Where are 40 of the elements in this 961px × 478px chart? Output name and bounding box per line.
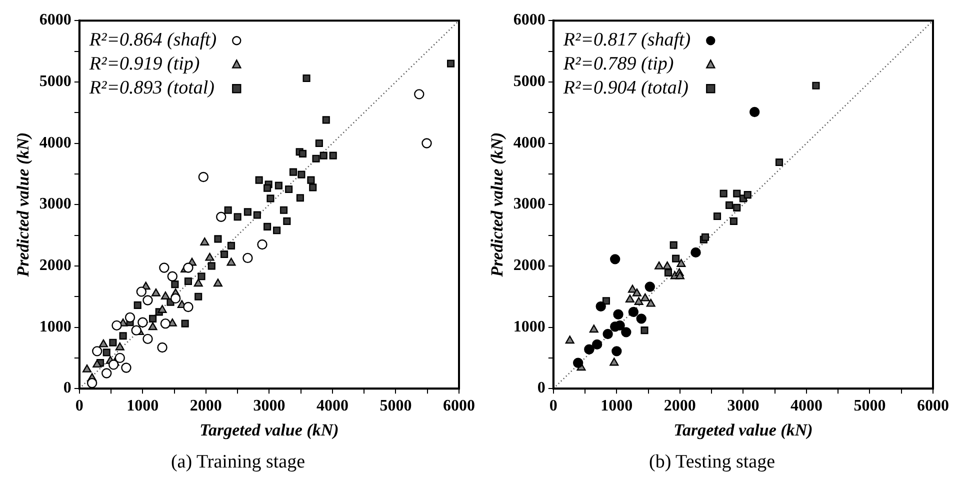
text: (b) Testing stage xyxy=(648,452,776,473)
x-tick-label: 3000 xyxy=(727,397,760,414)
y-tick-label: 3000 xyxy=(39,196,72,213)
legend-label: R²=0.919 (tip) xyxy=(88,54,200,75)
legend-label: R²=0.817 (shaft) xyxy=(562,30,691,51)
x-tick-label: 6000 xyxy=(443,397,475,414)
x-tick-label: 2000 xyxy=(664,397,696,414)
y-tick-label: 0 xyxy=(63,380,72,397)
x-tick-label: 4000 xyxy=(790,397,822,414)
legend-label: R²=0.904 (total) xyxy=(562,78,689,99)
legend-label: R²=0.864 (shaft) xyxy=(88,30,217,51)
x-tick-label: 4000 xyxy=(316,397,348,414)
y-tick-label: 6000 xyxy=(39,12,72,29)
y-tick-label: 3000 xyxy=(513,196,546,213)
legend-label: R²=0.893 (total) xyxy=(88,78,215,99)
x-tick-label: 2000 xyxy=(190,397,222,414)
y-tick-label: 1000 xyxy=(513,318,546,336)
y-axis-title: Predicted value (kN) xyxy=(488,132,507,278)
x-tick-label: 5000 xyxy=(854,397,886,414)
x-tick-label: 1000 xyxy=(600,397,633,414)
y-axis-title: Predicted value (kN) xyxy=(14,132,33,278)
y-tick-label: 5000 xyxy=(39,73,72,90)
y-tick-label: 0 xyxy=(537,380,546,397)
y-tick-label: 6000 xyxy=(513,12,546,29)
y-tick-label: 2000 xyxy=(513,257,546,274)
x-tick-label: 0 xyxy=(549,397,558,414)
y-tick-label: 2000 xyxy=(39,257,72,274)
x-tick-label: 5000 xyxy=(380,397,412,414)
x-axis-title: Targeted value (kN) xyxy=(674,420,813,440)
legend-label: R²=0.789 (tip) xyxy=(562,54,674,75)
x-axis-title: Targeted value (kN) xyxy=(200,420,339,440)
x-tick-label: 0 xyxy=(75,397,84,414)
y-tick-label: 5000 xyxy=(513,73,546,90)
x-tick-label: 3000 xyxy=(253,397,286,414)
y-tick-label: 1000 xyxy=(39,318,72,336)
x-tick-label: 6000 xyxy=(917,397,949,414)
y-tick-label: 4000 xyxy=(513,134,546,152)
x-tick-label: 1000 xyxy=(126,397,159,414)
text: (a) Training stage xyxy=(170,452,306,473)
y-tick-label: 4000 xyxy=(39,134,72,152)
